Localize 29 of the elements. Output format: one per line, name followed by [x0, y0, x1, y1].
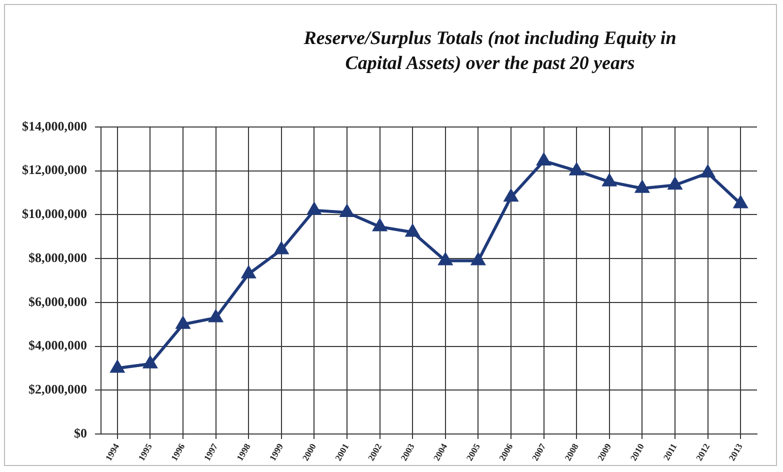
y-tick-label: $8,000,000: [28, 250, 87, 265]
chart-title: Reserve/Surplus Totals (not including Equity in Capital Assets) over the past 20 years: [302, 27, 678, 76]
point: [537, 153, 550, 166]
y-tick-label: $6,000,000: [28, 294, 87, 309]
point: [636, 180, 649, 193]
point: [734, 196, 748, 208]
point: [373, 219, 386, 232]
point: [602, 174, 616, 186]
y-tick-label: $14,000,000: [22, 118, 87, 134]
y-tick-label: $10,000,000: [22, 206, 87, 222]
y-tick-label: $12,000,000: [22, 162, 87, 178]
point: [406, 224, 420, 237]
point: [701, 166, 714, 178]
point: [176, 316, 190, 329]
point: [472, 253, 485, 266]
point: [438, 253, 452, 266]
point: [144, 356, 157, 368]
point: [504, 190, 518, 202]
y-tick-label: $4,000,000: [28, 338, 87, 353]
point: [340, 205, 354, 218]
point: [209, 310, 222, 322]
point: [242, 266, 256, 278]
point: [274, 242, 288, 254]
point: [308, 202, 321, 215]
point: [110, 360, 124, 373]
y-tick-label: $0: [74, 425, 87, 440]
point: [668, 178, 682, 190]
point: [570, 163, 584, 176]
y-tick-label: $2,000,000: [28, 382, 87, 397]
